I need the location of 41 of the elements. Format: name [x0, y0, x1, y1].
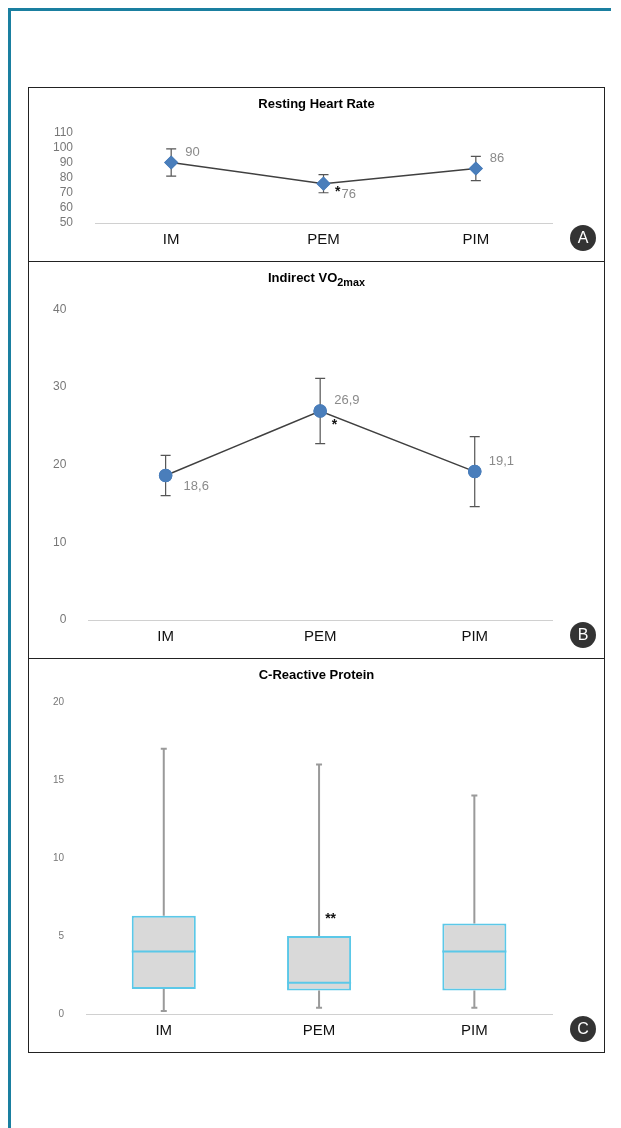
data-label: 86	[489, 149, 505, 165]
x-tick-label: PIM	[461, 626, 489, 644]
x-tick-label: IM	[155, 1020, 173, 1038]
annotation: *	[335, 183, 342, 200]
chart-title: Indirect VO$_{2max}$	[266, 269, 367, 288]
y-tick-label: 50	[59, 215, 74, 230]
y-tick-label: 30	[52, 378, 67, 393]
chart-title: C-Reactive Protein	[257, 665, 376, 682]
data-label: 26,9	[334, 391, 360, 407]
x-tick-label: IM	[157, 626, 174, 644]
x-tick-label: PEM	[307, 230, 340, 248]
data-label: 18,6	[183, 477, 209, 493]
data-label: 76	[341, 185, 356, 201]
annotation: **	[325, 910, 337, 927]
y-tick-label: 20	[53, 695, 65, 707]
y-tick-label: 0	[58, 1007, 65, 1019]
text: B	[570, 621, 596, 648]
x-tick-label: PIM	[461, 1020, 488, 1038]
y-tick-label: 10	[53, 851, 65, 863]
data-label: 19,1	[488, 452, 515, 468]
x-tick-label: PIM	[462, 230, 490, 248]
y-tick-label: 100	[52, 139, 74, 154]
y-tick-label: 80	[59, 169, 74, 184]
y-tick-label: 60	[59, 200, 74, 215]
annotation: *	[331, 415, 338, 432]
y-tick-label: 10	[52, 534, 67, 549]
y-tick-label: 40	[52, 301, 67, 316]
text: A	[570, 225, 596, 251]
x-tick-label: IM	[162, 230, 180, 248]
y-tick-label: 0	[59, 611, 67, 626]
y-tick-label: 70	[59, 185, 74, 200]
chart-title: Resting Heart Rate	[257, 95, 376, 111]
y-tick-label: 15	[53, 773, 65, 785]
y-tick-label: 5	[58, 929, 65, 941]
data-label: 90	[185, 143, 200, 159]
y-tick-label: 110	[53, 124, 74, 139]
x-tick-label: PEM	[302, 1020, 336, 1038]
text: C	[570, 1015, 596, 1042]
x-tick-label: PEM	[303, 626, 337, 644]
y-tick-label: 20	[52, 456, 67, 471]
y-tick-label: 90	[59, 154, 74, 169]
